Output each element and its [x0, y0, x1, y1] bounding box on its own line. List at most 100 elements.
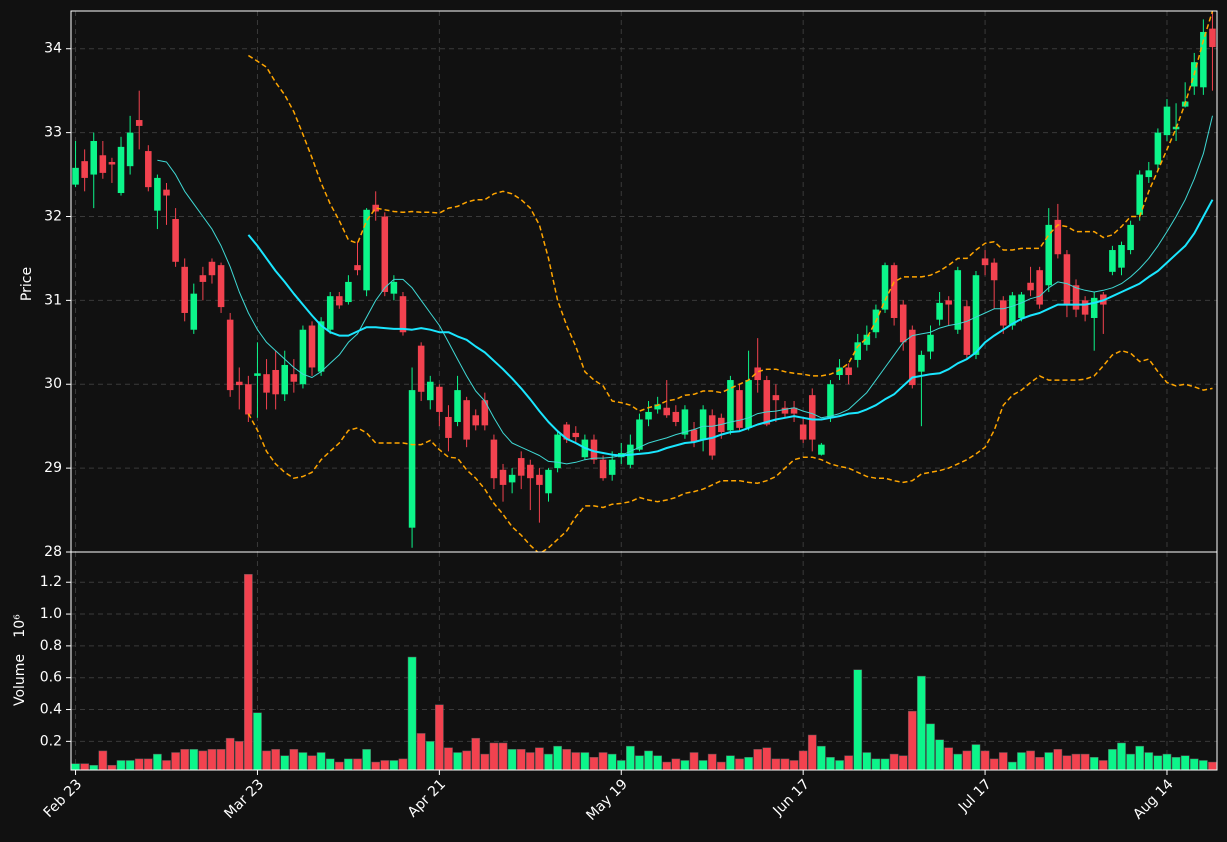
- volume-bar: [289, 749, 299, 771]
- volume-bar: [1089, 757, 1099, 771]
- volume-frame: [70, 551, 1218, 771]
- volume-bar: [862, 752, 872, 771]
- volume-bar: [689, 752, 699, 771]
- candle-body: [1118, 245, 1125, 268]
- volume-bar: [853, 669, 863, 771]
- volume-bar: [898, 755, 908, 771]
- candle-body: [354, 265, 361, 271]
- candle-body: [1018, 294, 1025, 318]
- candle-body: [1200, 31, 1207, 88]
- candle-body: [672, 411, 680, 422]
- volume-axis-label: Volume: [12, 654, 28, 706]
- candle-body: [1081, 300, 1089, 315]
- candle-body: [481, 400, 489, 426]
- candle-body: [699, 409, 707, 440]
- volume-bar: [662, 761, 672, 771]
- volume-bar: [507, 749, 517, 771]
- volume-bar: [280, 755, 290, 771]
- volume-offset-label: 10⁶: [12, 614, 28, 638]
- candle-body: [454, 390, 461, 422]
- candle-body: [636, 419, 643, 450]
- candle-body: [1109, 250, 1116, 272]
- candle-body: [317, 321, 325, 372]
- line-layer: [157, 11, 1214, 552]
- volume-bar: [244, 574, 253, 771]
- candle-body: [226, 319, 234, 391]
- volume-bar: [971, 744, 981, 771]
- candle-body: [909, 329, 916, 386]
- volume-bar: [234, 741, 244, 771]
- candle-body: [272, 369, 279, 395]
- volume-bar: [334, 761, 344, 771]
- candle-body: [790, 407, 798, 414]
- volume-bar: [498, 742, 508, 771]
- candle-body: [990, 262, 998, 281]
- volume-bar: [1026, 750, 1035, 771]
- candle-body: [463, 400, 470, 440]
- y-tick-label: 30: [44, 376, 62, 392]
- y-tick-label: 1.2: [40, 574, 62, 590]
- volume-bar: [125, 760, 135, 771]
- volume-bar: [143, 758, 153, 771]
- candle-body: [363, 209, 370, 291]
- candle-body: [217, 265, 225, 308]
- volume-bar: [444, 747, 453, 771]
- candle-body: [808, 395, 816, 440]
- candle-body: [936, 302, 943, 320]
- volume-bar: [1126, 753, 1135, 771]
- volume-bar: [1062, 755, 1072, 771]
- candle-body: [181, 266, 188, 313]
- candle-body: [145, 151, 152, 188]
- candle-body: [490, 439, 498, 479]
- volume-bar: [189, 749, 199, 771]
- candle-body: [799, 424, 807, 440]
- candle-body: [608, 459, 616, 475]
- volume-bar: [162, 760, 171, 771]
- volume-bar: [1199, 760, 1208, 771]
- candle-body: [90, 141, 98, 175]
- candle-body: [499, 469, 507, 485]
- volume-bar: [607, 753, 617, 771]
- volume-bar: [789, 760, 799, 771]
- volume-bar: [1008, 761, 1017, 771]
- volume-bar: [516, 749, 526, 771]
- y-tick-label: 31: [44, 292, 62, 308]
- volume-bar: [1098, 760, 1108, 771]
- candle-body: [1209, 28, 1216, 48]
- volume-bar: [562, 749, 572, 771]
- volume-bar: [680, 760, 690, 771]
- volume-bar: [107, 764, 117, 771]
- candle-body: [117, 146, 125, 194]
- volume-bar: [1108, 749, 1117, 771]
- candle-body: [1145, 170, 1153, 178]
- volume-bar: [826, 757, 835, 771]
- volume-bar: [635, 755, 644, 771]
- volume-bar: [153, 753, 162, 771]
- volume-bar: [744, 757, 753, 771]
- candle-body: [681, 409, 689, 435]
- volume-bar: [344, 758, 353, 771]
- candle-body: [763, 380, 771, 425]
- volume-bar: [753, 749, 763, 771]
- candle-body: [536, 474, 543, 485]
- y-tick-label: 33: [44, 125, 62, 141]
- volume-bar: [817, 745, 826, 771]
- volume-bar: [298, 752, 308, 771]
- candle-body: [590, 439, 598, 460]
- candle-body: [290, 374, 298, 382]
- volume-bar: [580, 752, 590, 771]
- candle-body: [1090, 297, 1098, 318]
- volume-bar: [353, 758, 362, 771]
- candle-body: [736, 390, 743, 428]
- volume-bar: [926, 723, 935, 771]
- volume-bar: [889, 753, 899, 771]
- volume-bar: [1162, 753, 1172, 771]
- volume-bar: [1080, 753, 1090, 771]
- candle-body: [945, 300, 952, 305]
- indicator-line: [157, 115, 1213, 465]
- candle-body: [163, 189, 170, 196]
- candle-body: [818, 444, 825, 455]
- candle-body: [599, 459, 607, 479]
